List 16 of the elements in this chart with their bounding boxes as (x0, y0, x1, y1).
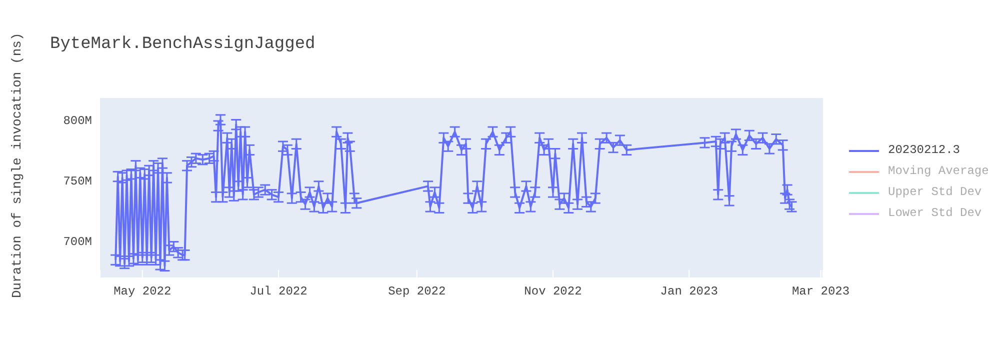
x-tick-label: Jan 2023 (660, 284, 718, 299)
y-axis-title: Duration of single invocation (ns) (10, 32, 25, 298)
chart-title: ByteMark.BenchAssignJagged (50, 35, 316, 54)
legend-label: Moving Average (888, 163, 989, 180)
line-series (114, 118, 793, 267)
x-tick-label: Jul 2022 (250, 284, 308, 299)
x-tick-label: Nov 2022 (524, 284, 582, 299)
legend-label: Lower Std Dev (888, 205, 982, 222)
x-tick-label: Sep 2022 (388, 284, 446, 299)
x-tick-label: Mar 2023 (792, 284, 850, 299)
y-tick-label: 750M (63, 174, 92, 188)
legend-label: Upper Std Dev (888, 184, 982, 201)
y-tick-label: 800M (63, 114, 92, 128)
legend-label: 20230212.3 (888, 142, 960, 159)
x-tick-label: May 2022 (114, 284, 172, 299)
y-tick-label: 700M (63, 234, 92, 249)
